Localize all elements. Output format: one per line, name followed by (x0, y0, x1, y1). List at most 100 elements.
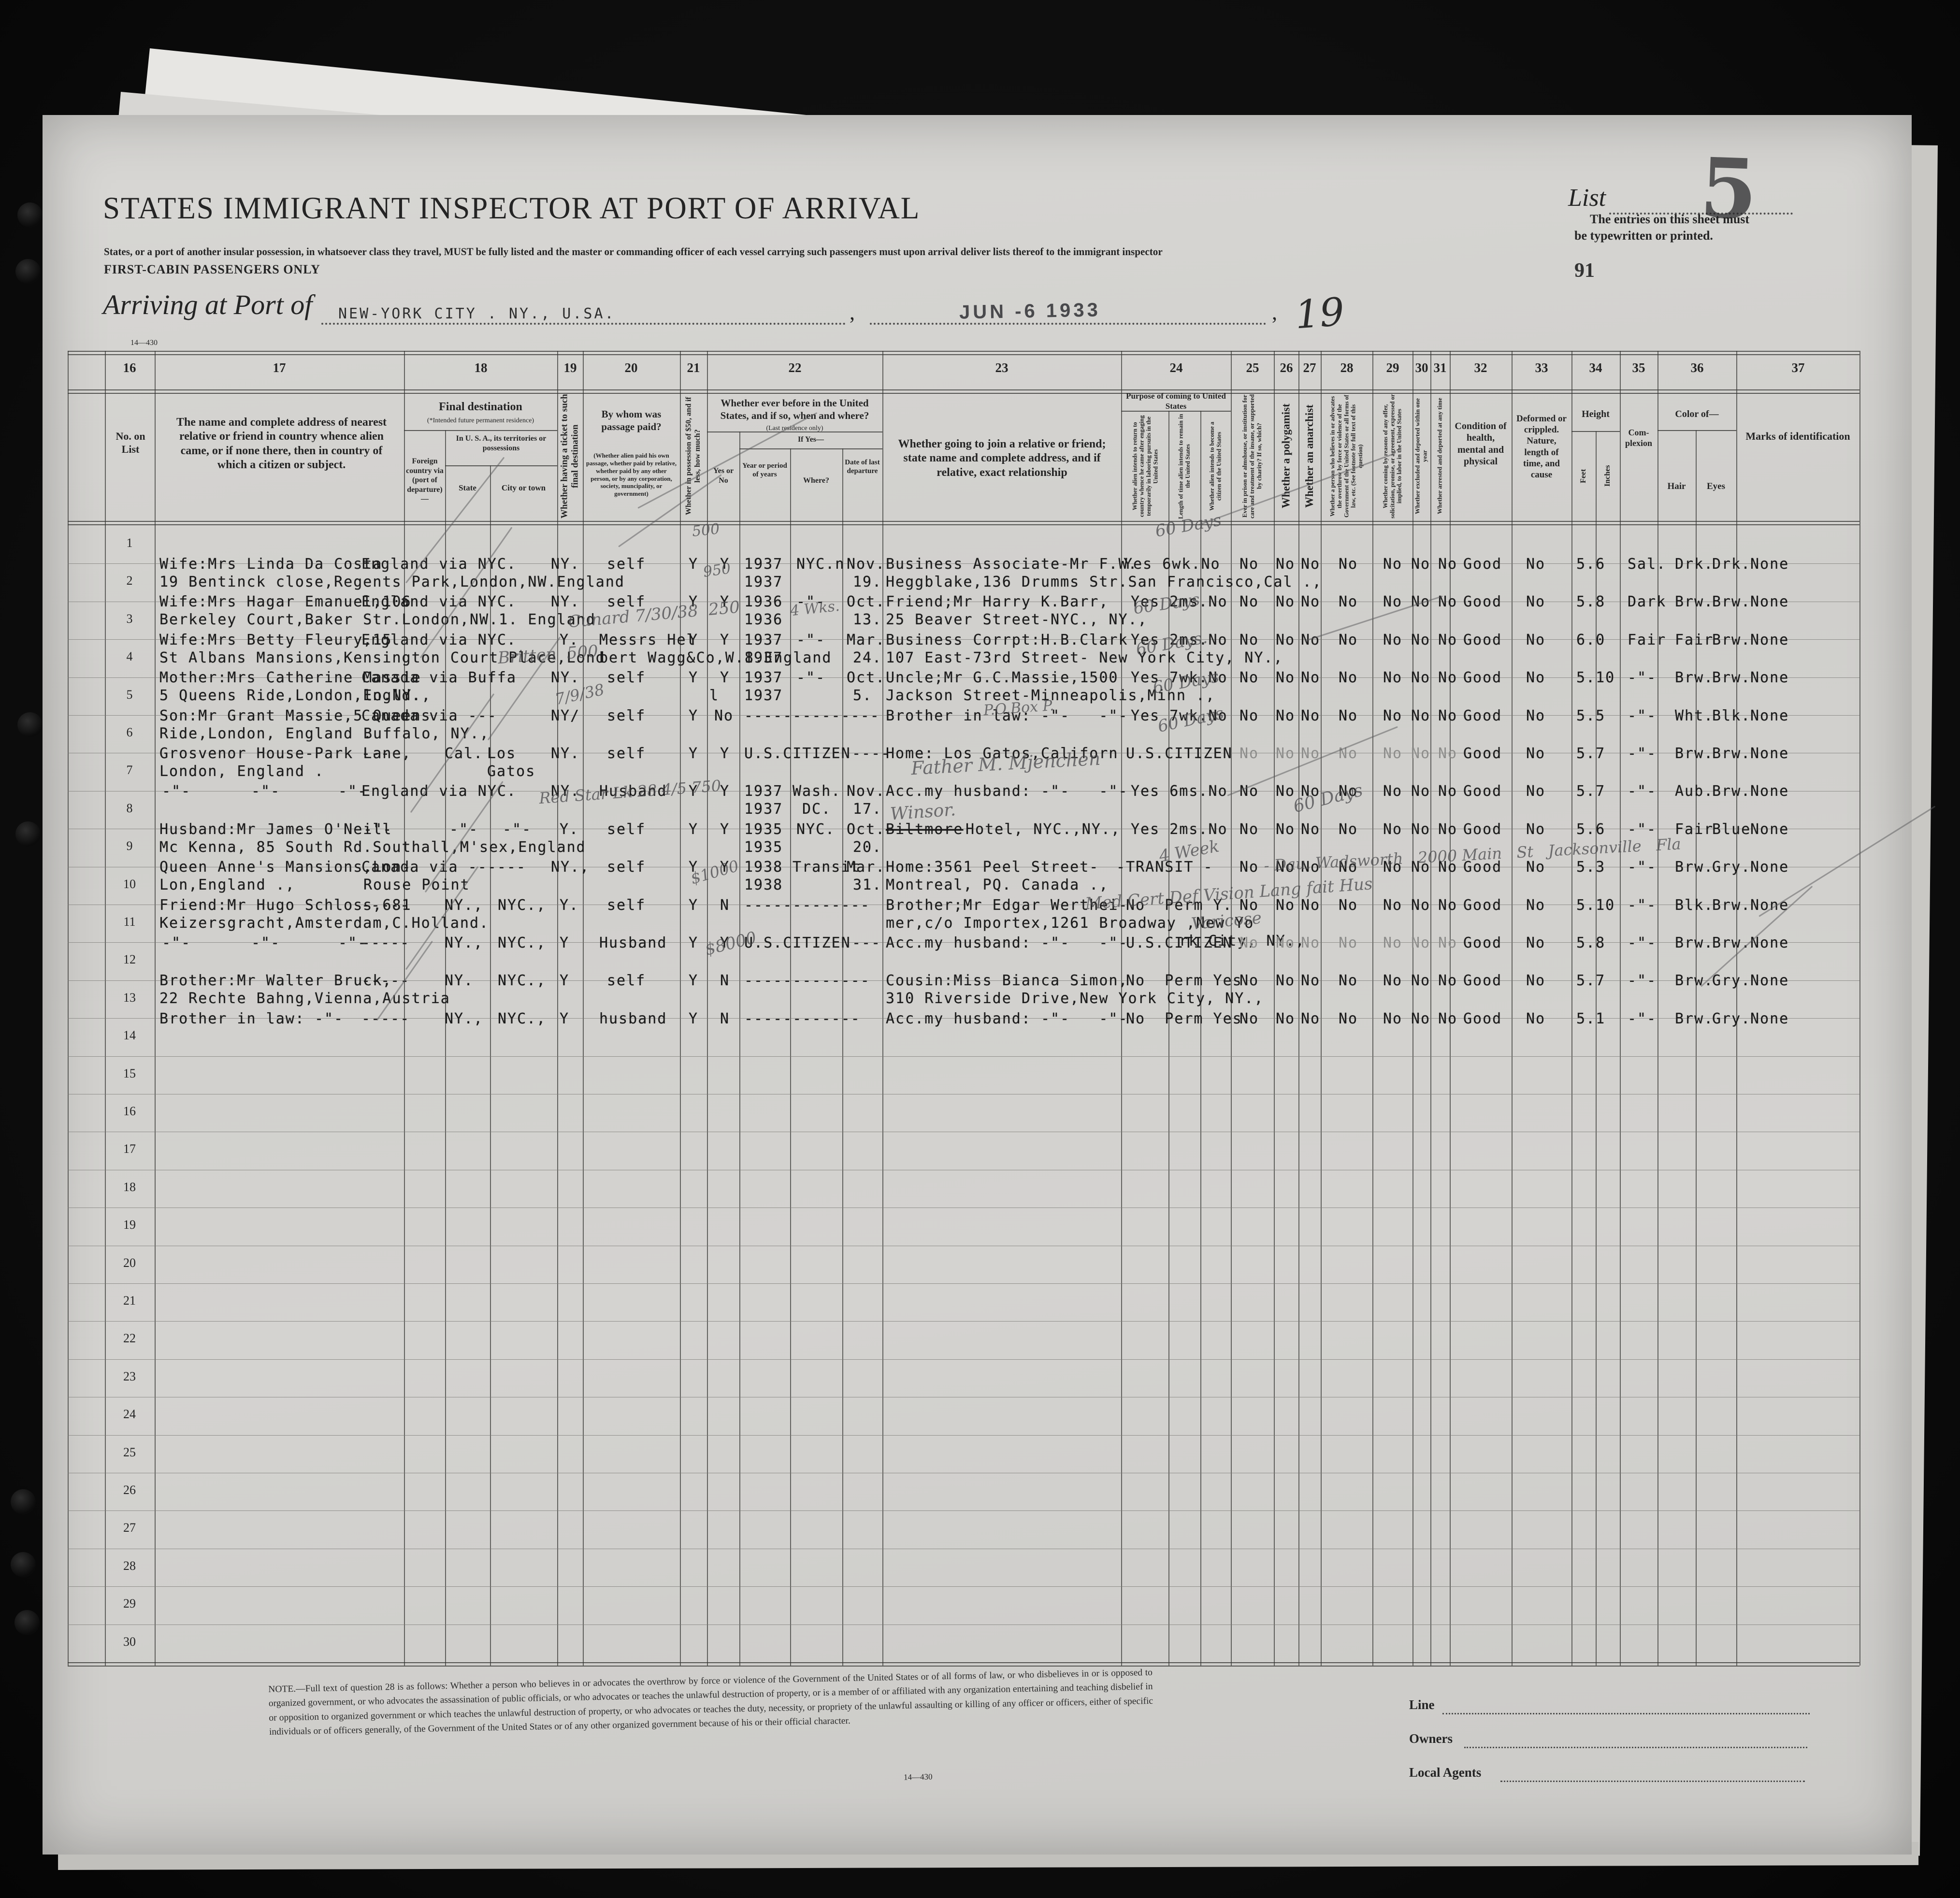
typed-cell: self (607, 707, 646, 724)
typed-cell: Sal. (1628, 556, 1667, 573)
typed-cell: No (1526, 935, 1546, 951)
typed-cell: No (1383, 935, 1403, 951)
typed-cell: No (1526, 593, 1546, 610)
typed-cell: No (1526, 745, 1546, 762)
header-name-address: The name and complete address of nearest… (176, 416, 387, 471)
typed-cell: Biltmore (886, 821, 964, 838)
typed-cell: Brother:Mr Walter Bruck, (159, 972, 392, 989)
typed-cell: No (1301, 1010, 1321, 1027)
typed-cell: Y (689, 972, 699, 989)
page-subtitle: States, or a port of another insular pos… (104, 245, 1163, 258)
typed-cell: Rouse Point (363, 877, 470, 893)
typed-cell: 5. (853, 687, 873, 704)
grid-horizontal-rule (404, 430, 557, 431)
owners-label: Owners (1409, 1731, 1453, 1746)
typed-cell: Brw. (1712, 897, 1751, 914)
typed-cell: No (1411, 1010, 1431, 1027)
typed-cell: England via NYC. (361, 593, 517, 610)
header-purpose: Purpose of coming to United States (1126, 391, 1226, 411)
typed-cell: No (1383, 972, 1403, 989)
page-number: 91 (1574, 259, 1595, 282)
typed-cell: -"- (1628, 859, 1657, 876)
punch-hole (11, 1489, 36, 1514)
grid-vertical-line (1620, 351, 1621, 1666)
header-final-destination-sub: (*Intended future permanent residence) (427, 417, 534, 424)
typed-cell: No (1411, 783, 1431, 800)
header-ticket: Whether having a ticket to such final de… (559, 394, 580, 518)
typed-cell: Fair (1675, 821, 1714, 838)
row-number: 30 (123, 1635, 136, 1649)
typed-cell: -"- (1628, 897, 1657, 914)
row-number: 26 (123, 1483, 136, 1497)
grid-vertical-line (404, 351, 405, 1666)
typed-cell: No (1276, 556, 1296, 573)
grid-horizontal-rule (1657, 430, 1736, 431)
typed-cell: No (1411, 745, 1431, 762)
typed-cell: self (607, 821, 646, 838)
typed-cell: No (1339, 972, 1358, 989)
grid-row-line (68, 942, 1859, 943)
column-number: 32 (1474, 360, 1487, 375)
typed-cell: Wife:Mrs Betty Fleury,15 (159, 632, 392, 648)
typed-cell: Y (689, 707, 699, 724)
header-ever-before-sub: (Last residence only) (766, 425, 823, 432)
typed-cell: No (1339, 632, 1358, 648)
typed-cell: No (1239, 593, 1259, 610)
grid-vertical-line (1231, 351, 1232, 1666)
typed-cell: NYC. (796, 821, 836, 838)
typed-cell: ------------- (744, 897, 870, 914)
row-number: 12 (123, 952, 136, 966)
column-number: 36 (1690, 360, 1704, 375)
typed-cell: self (607, 972, 646, 989)
typed-cell: Good (1463, 859, 1502, 876)
header-passage-paid: By whom was passage paid? (601, 408, 662, 432)
typed-cell: Y (689, 632, 699, 648)
typed-cell: Fair (1628, 632, 1667, 648)
typed-cell: 17. (853, 801, 882, 818)
typed-cell: -"- (1628, 821, 1657, 838)
typed-cell: No (1276, 935, 1296, 951)
typed-cell: ------------- (744, 972, 870, 989)
typed-cell: Gry. (1712, 859, 1751, 876)
grid-row-line (68, 1018, 1859, 1019)
typed-cell: --- (852, 935, 881, 951)
typed-cell: 5.8 (1576, 593, 1606, 610)
typed-cell: No (1301, 935, 1321, 951)
typed-cell: No (1526, 1010, 1546, 1027)
typed-cell: No (1239, 897, 1259, 914)
row-number: 15 (123, 1066, 136, 1080)
typed-cell: ----- (361, 1010, 410, 1027)
typed-cell: Nov. (847, 556, 886, 573)
typed-cell: Wash. (793, 783, 841, 800)
typed-cell: Berkeley Court,Baker Str.London,NW.1. En… (159, 611, 596, 628)
typed-cell: Montreal, PQ. Canada ., (886, 877, 1109, 893)
typed-cell: Y (689, 859, 699, 876)
grid-vertical-line (1571, 351, 1572, 1666)
typed-cell: 5.10 (1576, 669, 1615, 686)
grid-row-line (68, 1510, 1859, 1511)
typed-cell: None (1750, 556, 1789, 573)
grid-row-line (68, 1056, 1859, 1057)
typed-cell: -"- (1628, 707, 1657, 724)
typed-cell: No (1339, 821, 1358, 838)
row-number: 14 (123, 1028, 136, 1042)
typed-cell: -"- (1628, 935, 1657, 951)
typed-cell: Wife:Mrs Linda Da Costa (159, 556, 383, 573)
grid-horizontal-rule (68, 1662, 1859, 1663)
column-number: 19 (563, 360, 577, 375)
typed-cell: -"- (251, 783, 281, 800)
grid-horizontal-rule (68, 521, 1859, 522)
typed-cell: No (1276, 897, 1296, 914)
typed-cell: No (1383, 745, 1403, 762)
typed-cell: No (1301, 632, 1321, 648)
typed-cell: No (1239, 632, 1259, 648)
typed-cell: No (1239, 745, 1259, 762)
typed-cell: 1937 (744, 687, 783, 704)
typed-cell: None (1750, 745, 1789, 762)
grid-vertical-line (1168, 411, 1169, 1666)
grid-row-line (68, 563, 1859, 564)
grid-vertical-line (842, 448, 843, 1666)
typed-cell: Good (1463, 783, 1502, 800)
grid-vertical-line (1736, 351, 1737, 1666)
punch-hole (17, 712, 43, 737)
